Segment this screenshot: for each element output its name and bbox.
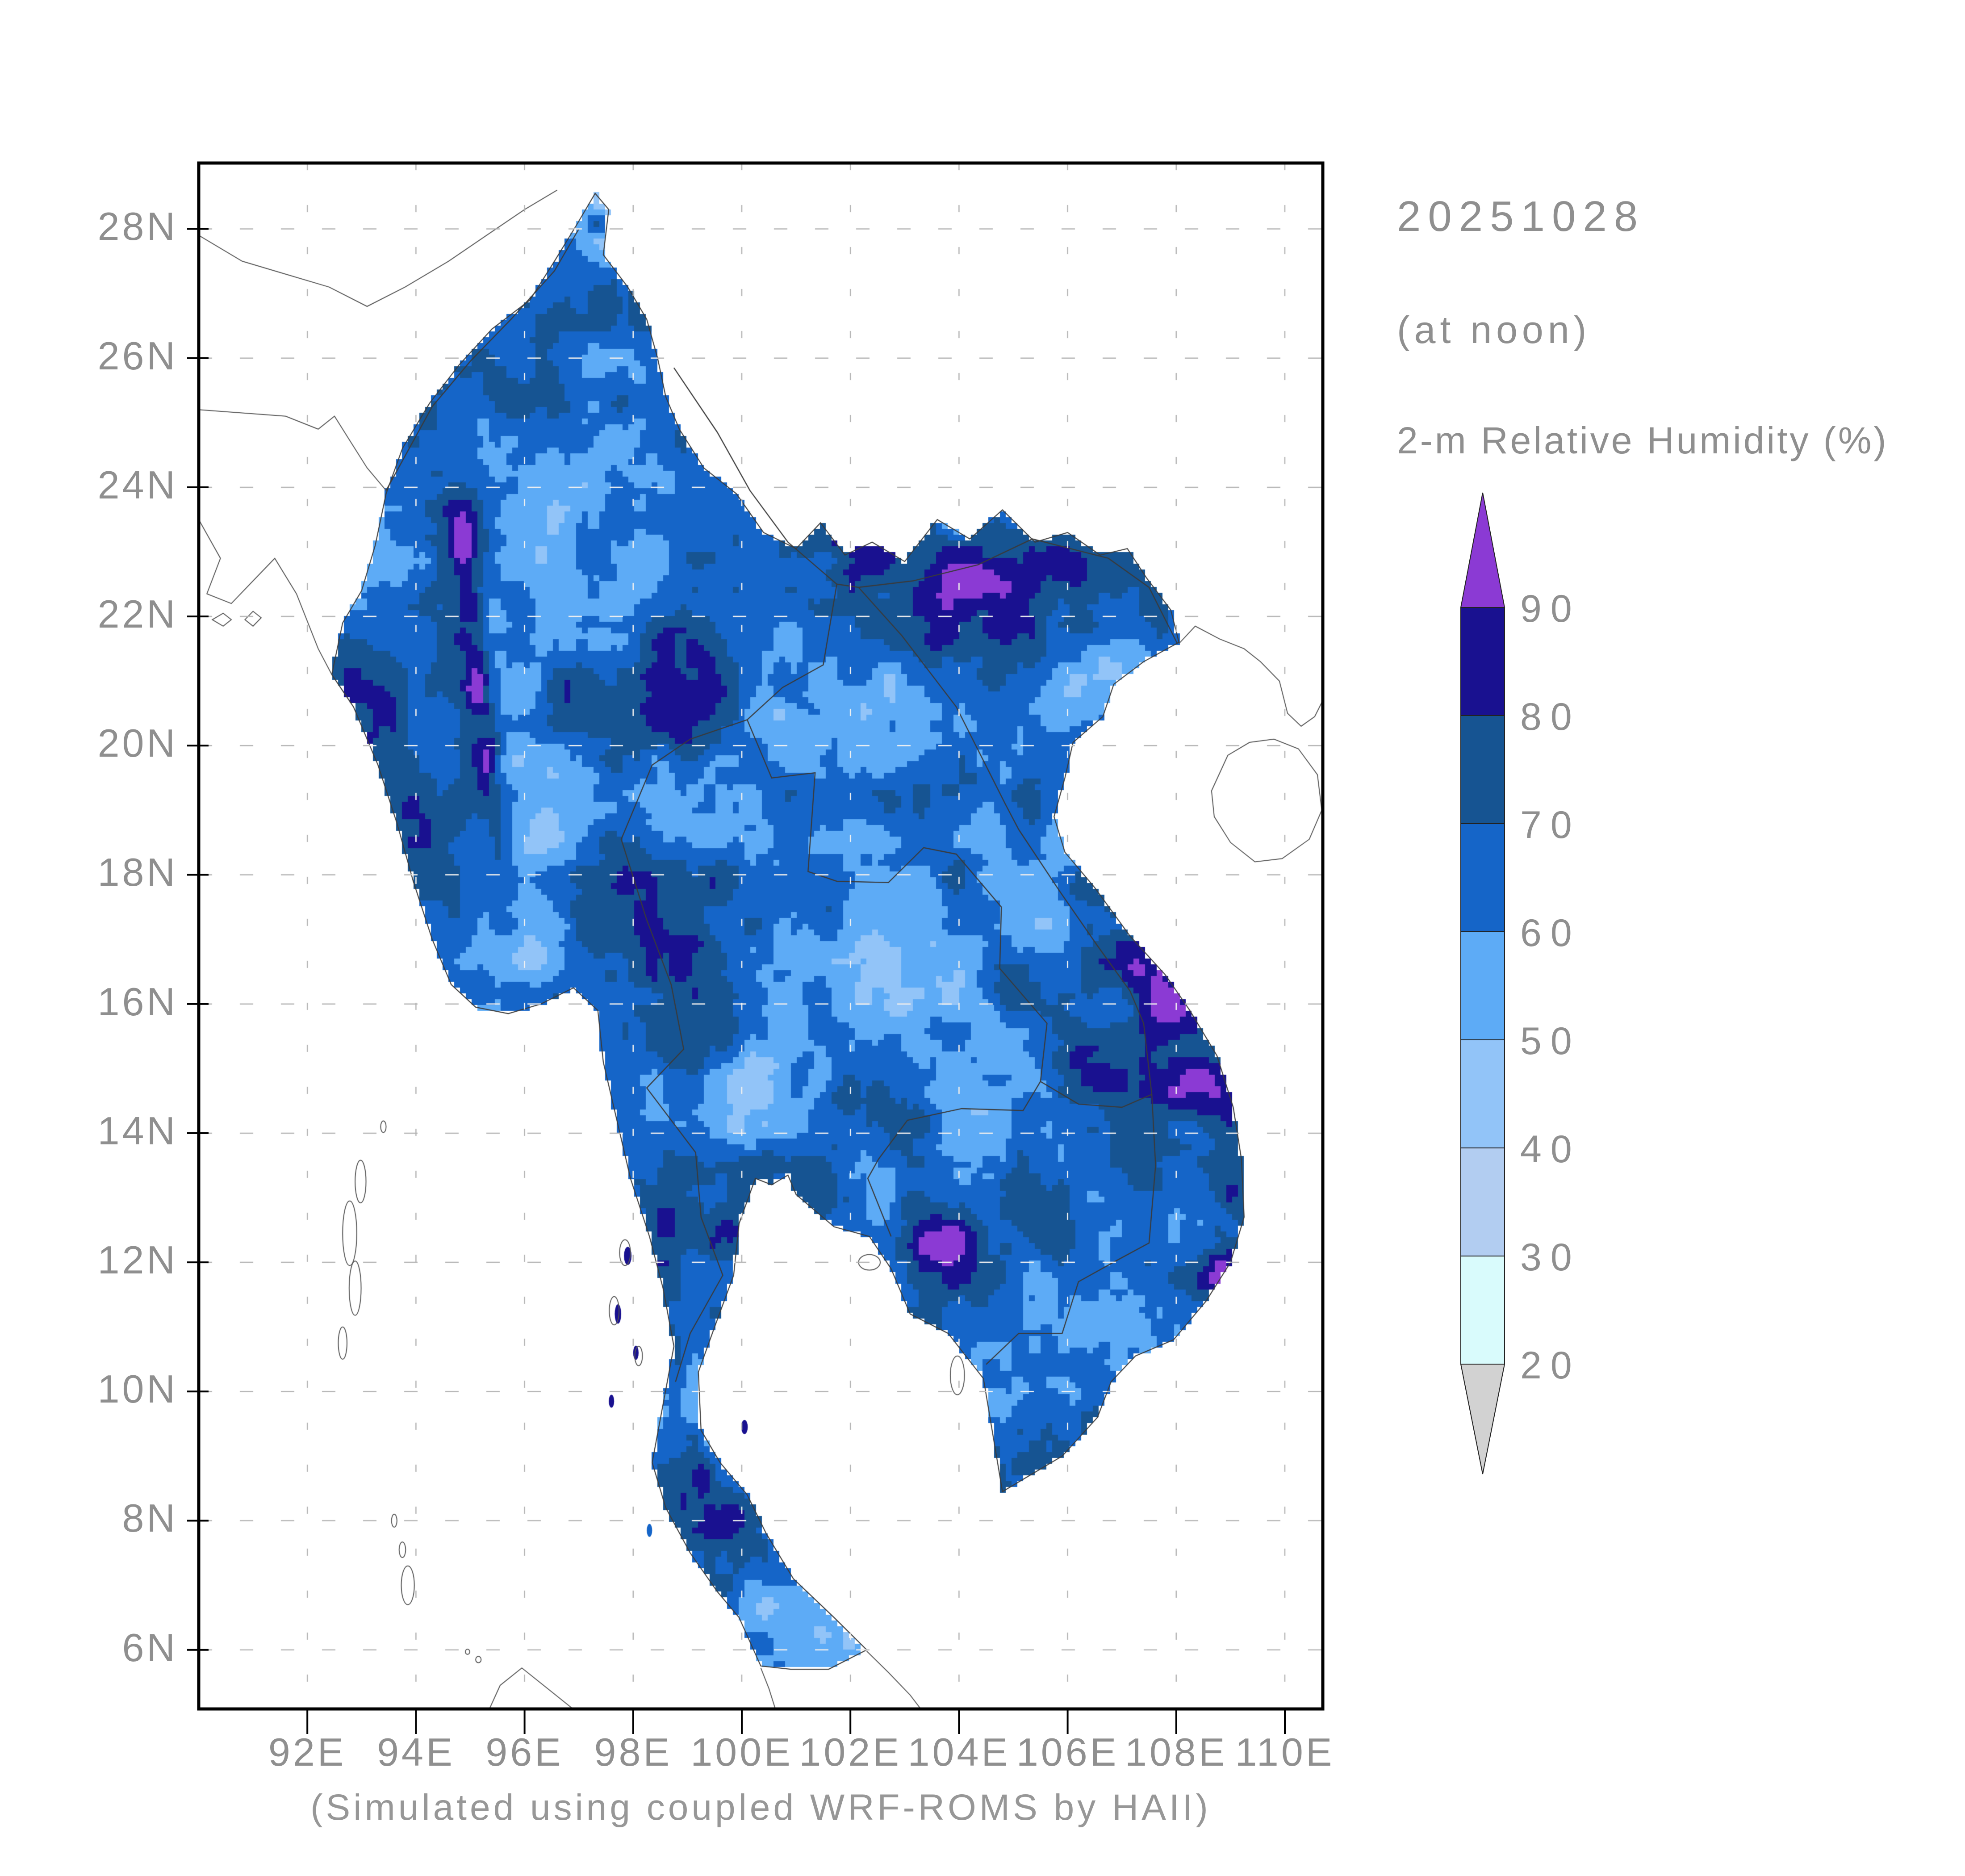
x-tick-label: 92E (268, 1730, 347, 1774)
y-tick-label: 6N (122, 1625, 178, 1670)
y-tick-label: 28N (97, 204, 178, 249)
y-tick-label: 14N (97, 1108, 178, 1153)
colorbar-tick-label: 40 (1520, 1128, 1581, 1171)
x-tick-label: 108E (1125, 1730, 1228, 1774)
colorbar-tick-label: 90 (1520, 587, 1581, 630)
y-tick-label: 10N (97, 1367, 178, 1411)
date-label: 20251028 (1397, 193, 1645, 240)
colorbar-tick-label: 70 (1520, 804, 1581, 846)
colorbar-tick-label: 20 (1520, 1344, 1581, 1387)
colorbar-tick-label: 80 (1520, 695, 1581, 738)
y-tick-label: 24N (97, 462, 178, 507)
y-tick-label: 12N (97, 1238, 178, 1282)
colorbar-segment (1460, 931, 1505, 1040)
x-tick-label: 100E (690, 1730, 793, 1774)
x-tick-label: 96E (485, 1730, 564, 1774)
x-tick-label: 110E (1235, 1730, 1335, 1774)
y-tick-label: 20N (97, 721, 178, 766)
x-tick-label: 106E (1016, 1730, 1119, 1774)
colorbar-segment (1460, 1039, 1505, 1148)
y-tick-label: 8N (122, 1496, 178, 1541)
y-tick-label: 22N (97, 592, 178, 636)
variable-title: 2-m Relative Humidity (%) (1397, 419, 1889, 461)
caption: (Simulated using coupled WRF-ROMS by HAI… (310, 1787, 1211, 1828)
colorbar-segment (1460, 823, 1505, 932)
colorbar-tick-label: 50 (1520, 1020, 1581, 1063)
colorbar-arrow-bottom (1460, 1364, 1505, 1474)
colorbar-tick-label: 30 (1520, 1236, 1581, 1279)
x-tick-label: 104E (907, 1730, 1011, 1774)
x-tick-label: 102E (799, 1730, 902, 1774)
plot-frame-border (197, 161, 1325, 1711)
y-tick-label: 18N (97, 850, 178, 895)
y-tick-label: 16N (97, 979, 178, 1024)
y-tick-label: 26N (97, 333, 178, 378)
colorbar-segment (1460, 715, 1505, 824)
colorbar-tick-label: 60 (1520, 912, 1581, 955)
map-canvas (199, 163, 1323, 1709)
x-tick-label: 94E (377, 1730, 455, 1774)
time-note-label: (at noon) (1397, 309, 1591, 352)
colorbar-segment (1460, 607, 1505, 716)
colorbar-segment (1460, 1256, 1505, 1365)
x-tick-label: 98E (594, 1730, 673, 1774)
colorbar-segment (1460, 1147, 1505, 1256)
colorbar-arrow-top (1460, 492, 1505, 608)
